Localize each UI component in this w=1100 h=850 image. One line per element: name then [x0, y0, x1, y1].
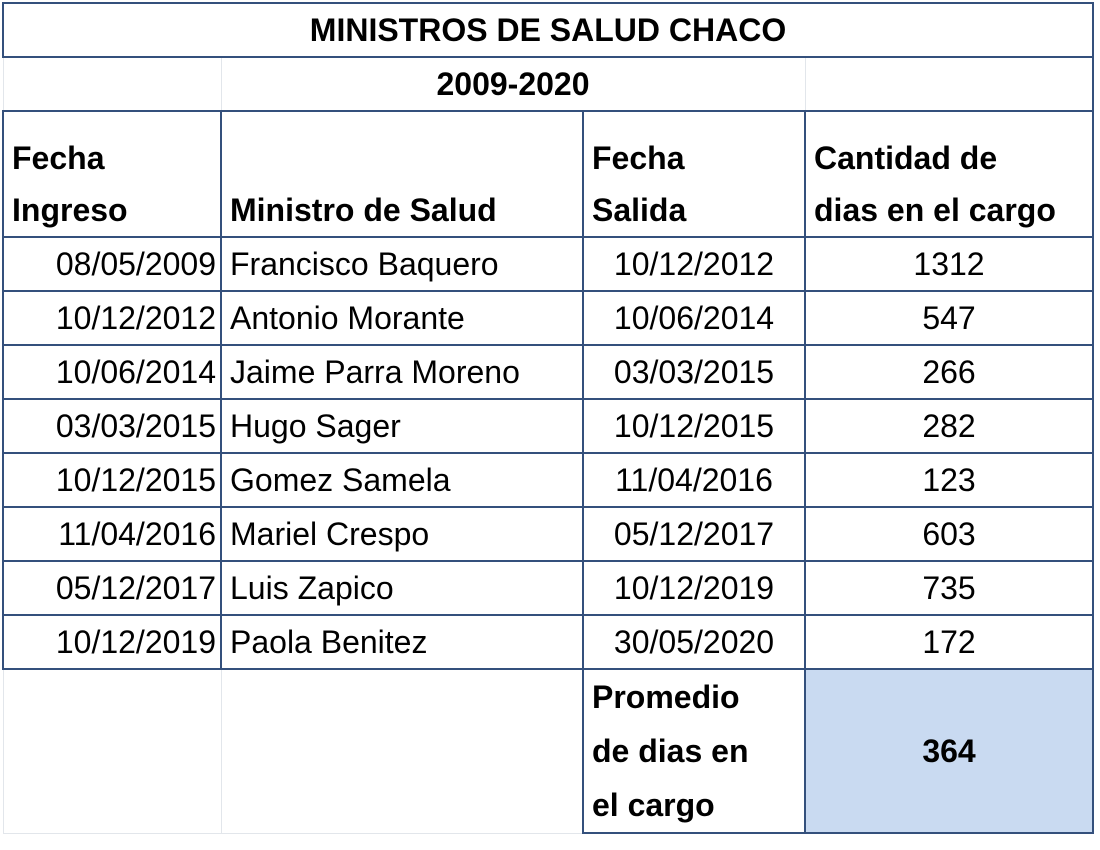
header-fecha-ingreso[interactable]: Fecha Ingreso — [2, 110, 222, 238]
table-row: 11/04/2016 Mariel Crespo 05/12/2017 603 — [2, 506, 1095, 562]
fecha-salida-cell[interactable]: 10/12/2012 — [582, 236, 806, 292]
fecha-salida-cell[interactable]: 10/12/2015 — [582, 398, 806, 454]
fecha-ingreso-cell[interactable]: 10/06/2014 — [2, 344, 222, 400]
ministro-cell[interactable]: Luis Zapico — [220, 560, 584, 616]
promedio-label[interactable]: Promedio de dias en el cargo — [582, 668, 806, 834]
header-line: Salida — [592, 192, 687, 228]
dias-cell[interactable]: 603 — [803, 506, 1095, 562]
table-subtitle[interactable]: 2009-2020 — [220, 56, 806, 112]
subtitle-row: 2009-2020 — [2, 56, 1095, 112]
table-row: 10/12/2015 Gomez Samela 11/04/2016 123 — [2, 452, 1095, 508]
header-line: Fecha — [592, 140, 685, 176]
dias-cell[interactable]: 282 — [803, 398, 1095, 454]
header-fecha-salida[interactable]: Fecha Salida — [582, 110, 806, 238]
ministro-cell[interactable]: Mariel Crespo — [220, 506, 584, 562]
ministro-cell[interactable]: Gomez Samela — [220, 452, 584, 508]
table-row: 03/03/2015 Hugo Sager 10/12/2015 282 — [2, 398, 1095, 454]
table-row: 10/12/2012 Antonio Morante 10/06/2014 54… — [2, 290, 1095, 346]
dias-cell[interactable]: 266 — [803, 344, 1095, 400]
promedio-row: Promedio de dias en el cargo 364 — [2, 668, 1095, 834]
dias-cell[interactable]: 1312 — [803, 236, 1095, 292]
fecha-ingreso-cell[interactable]: 03/03/2015 — [2, 398, 222, 454]
dias-cell[interactable]: 547 — [803, 290, 1095, 346]
fecha-salida-cell[interactable]: 30/05/2020 — [582, 614, 806, 670]
fecha-salida-cell[interactable]: 03/03/2015 — [582, 344, 806, 400]
fecha-salida-cell[interactable]: 05/12/2017 — [582, 506, 806, 562]
header-line: dias en el cargo — [814, 192, 1056, 228]
empty-cell[interactable] — [2, 668, 222, 834]
promedio-label-line: de dias en — [592, 733, 749, 769]
header-line: Cantidad de — [814, 140, 998, 176]
ministro-cell[interactable]: Antonio Morante — [220, 290, 584, 346]
table-row: 10/06/2014 Jaime Parra Moreno 03/03/2015… — [2, 344, 1095, 400]
header-ministro[interactable]: Ministro de Salud — [220, 110, 584, 238]
dias-cell[interactable]: 735 — [803, 560, 1095, 616]
ministro-cell[interactable]: Paola Benitez — [220, 614, 584, 670]
dias-cell[interactable]: 172 — [803, 614, 1095, 670]
header-row: Fecha Ingreso Ministro de Salud Fecha Sa… — [2, 110, 1095, 238]
header-line: Ministro de Salud — [230, 192, 497, 228]
fecha-ingreso-cell[interactable]: 10/12/2012 — [2, 290, 222, 346]
ministro-cell[interactable]: Francisco Baquero — [220, 236, 584, 292]
header-cantidad-dias[interactable]: Cantidad de dias en el cargo — [803, 110, 1095, 238]
dias-cell[interactable]: 123 — [803, 452, 1095, 508]
fecha-salida-cell[interactable]: 11/04/2016 — [582, 452, 806, 508]
ministro-cell[interactable]: Hugo Sager — [220, 398, 584, 454]
promedio-label-line: Promedio — [592, 679, 740, 715]
promedio-label-line: el cargo — [592, 787, 715, 823]
header-line: Fecha — [12, 140, 105, 176]
fecha-ingreso-cell[interactable]: 08/05/2009 — [2, 236, 222, 292]
fecha-salida-cell[interactable]: 10/06/2014 — [582, 290, 806, 346]
table-row: 08/05/2009 Francisco Baquero 10/12/2012 … — [2, 236, 1095, 292]
fecha-ingreso-cell[interactable]: 11/04/2016 — [2, 506, 222, 562]
title-row: MINISTROS DE SALUD CHACO — [1, 2, 1095, 58]
table-title[interactable]: MINISTROS DE SALUD CHACO — [1, 2, 1095, 58]
ministro-cell[interactable]: Jaime Parra Moreno — [220, 344, 584, 400]
empty-cell[interactable] — [2, 56, 222, 112]
table-row: 10/12/2019 Paola Benitez 30/05/2020 172 — [2, 614, 1095, 670]
empty-cell[interactable] — [220, 668, 584, 834]
header-line: Ingreso — [12, 192, 128, 228]
fecha-ingreso-cell[interactable]: 10/12/2019 — [2, 614, 222, 670]
fecha-ingreso-cell[interactable]: 05/12/2017 — [2, 560, 222, 616]
fecha-ingreso-cell[interactable]: 10/12/2015 — [2, 452, 222, 508]
table-row: 05/12/2017 Luis Zapico 10/12/2019 735 — [2, 560, 1095, 616]
promedio-value[interactable]: 364 — [803, 668, 1095, 834]
fecha-salida-cell[interactable]: 10/12/2019 — [582, 560, 806, 616]
ministers-table: MINISTROS DE SALUD CHACO 2009-2020 Fecha… — [1, 2, 1095, 834]
empty-cell[interactable] — [804, 56, 1095, 112]
